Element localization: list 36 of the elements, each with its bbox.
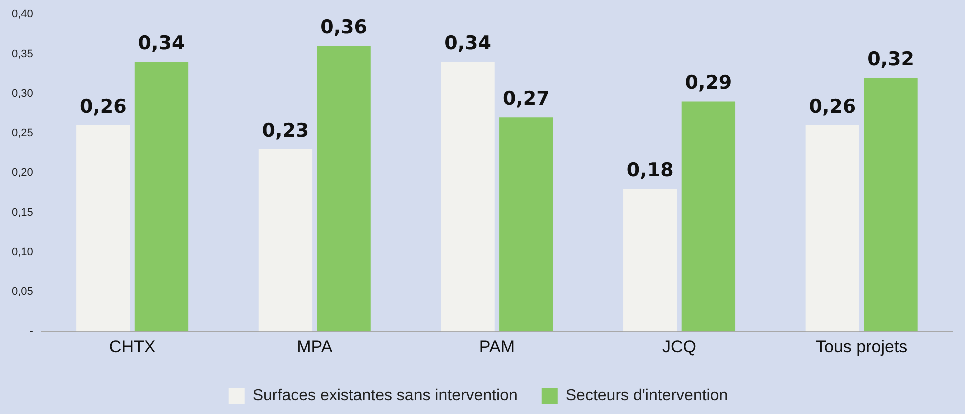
data-label: 0,27: [502, 88, 550, 110]
bar: [441, 62, 495, 332]
data-label: 0,36: [320, 16, 368, 39]
data-label: 0,29: [685, 72, 732, 94]
data-label: 0,26: [80, 96, 127, 118]
bar: [864, 78, 918, 332]
x-tick-label: JCQ: [662, 337, 697, 356]
bar: [806, 126, 860, 332]
bar: [500, 118, 554, 332]
bar: [624, 188, 678, 332]
y-tick-label: 0,40: [12, 8, 34, 21]
bar: [134, 62, 189, 332]
y-tick-label: -: [30, 326, 34, 338]
bar: [258, 149, 313, 332]
y-tick-label: 0,30: [12, 88, 34, 100]
y-tick-label: 0,10: [12, 246, 34, 258]
y-tick-label: 0,35: [12, 48, 34, 60]
y-tick-label: 0,15: [12, 206, 34, 219]
y-tick-label: 0,25: [12, 128, 34, 140]
x-tick-label: Tous projets: [816, 337, 908, 356]
legend-label: Secteurs d'intervention: [566, 387, 728, 404]
x-tick-label: PAM: [479, 337, 515, 356]
bar: [682, 102, 736, 332]
y-tick-label: 0,05: [12, 286, 34, 298]
data-label: 0,18: [626, 159, 674, 182]
bar: [76, 126, 130, 332]
data-label: 0,23: [262, 120, 310, 142]
x-tick-label: CHTX: [109, 337, 156, 356]
data-label: 0,34: [444, 32, 492, 55]
data-label: 0,34: [138, 32, 186, 55]
legend-label: Surfaces existantes sans intervention: [252, 387, 518, 404]
bar: [317, 46, 371, 332]
data-label: 0,26: [809, 96, 856, 118]
y-tick-label: 0,20: [12, 167, 34, 180]
x-tick-label: MPA: [297, 337, 334, 356]
data-label: 0,32: [868, 48, 914, 70]
